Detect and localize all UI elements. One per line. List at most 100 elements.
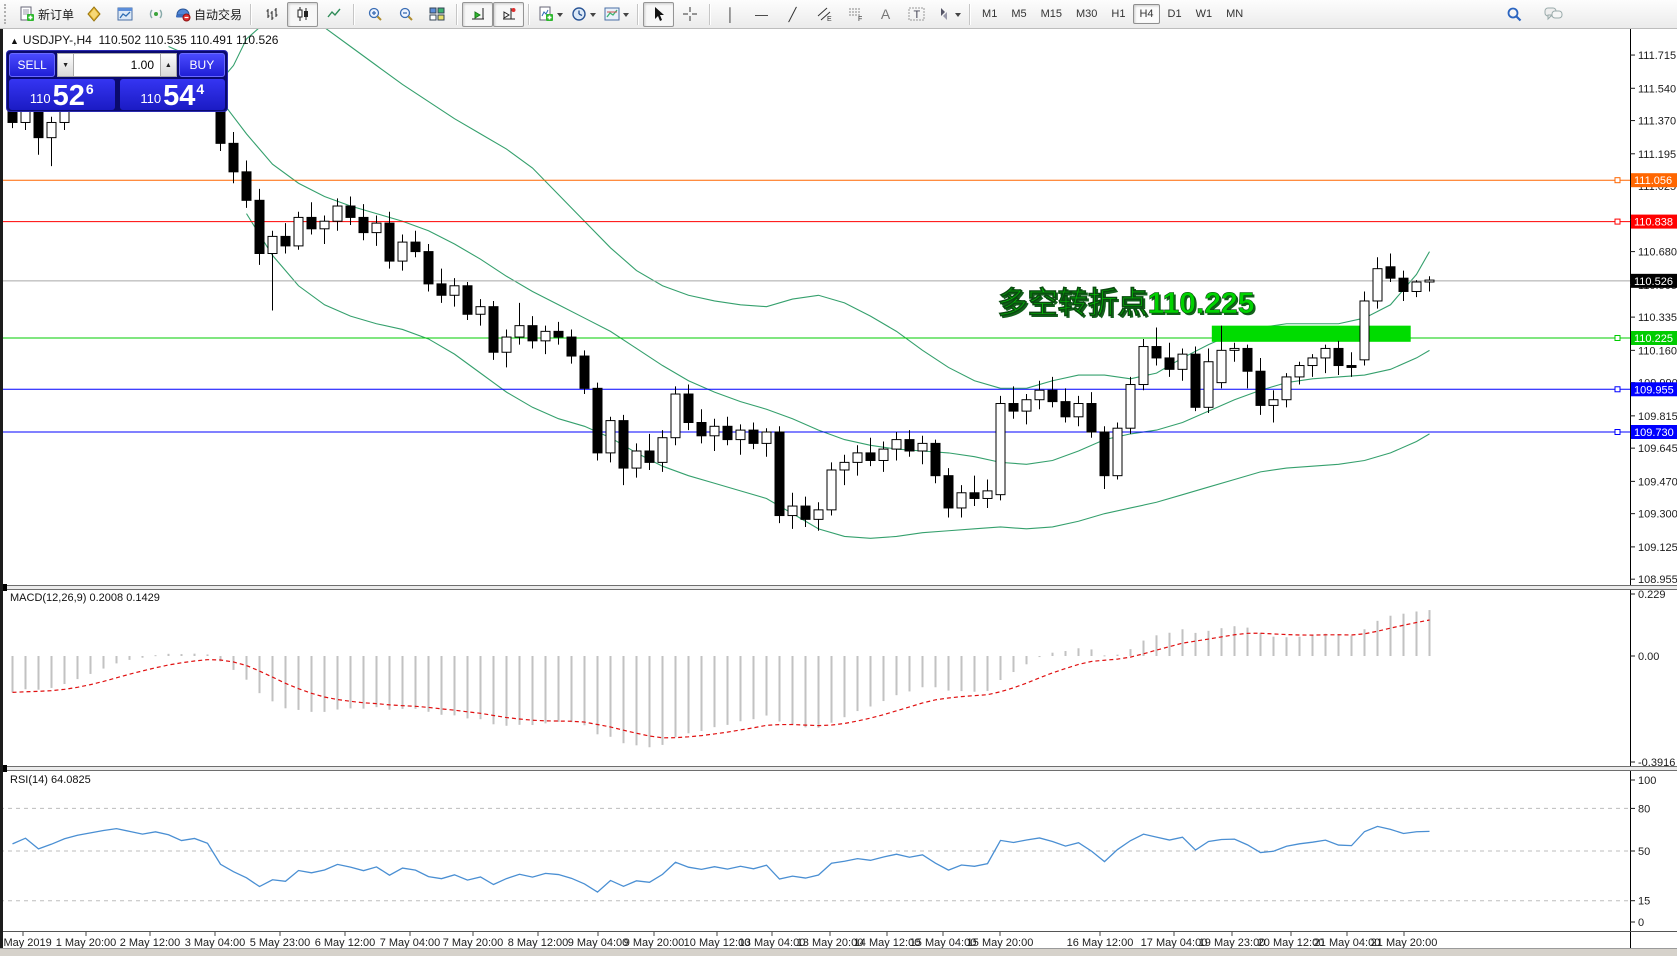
tab-timeframe-h1[interactable]: H1 <box>1111 8 1126 20</box>
arrows-button[interactable] <box>932 2 965 27</box>
candle-body <box>33 108 44 139</box>
tab-timeframe-h4[interactable]: H4 <box>1133 4 1160 24</box>
svg-text:109.470: 109.470 <box>1638 476 1677 488</box>
svg-text:111.056: 111.056 <box>1634 175 1672 187</box>
svg-text:6 May 12:00: 6 May 12:00 <box>315 937 376 948</box>
chat-icon <box>1544 7 1563 21</box>
tab-timeframe-m5[interactable]: M5 <box>1011 8 1027 20</box>
auto-trading-button[interactable]: 自动交易 <box>171 2 246 27</box>
macd-main-value: 0.2008 <box>89 592 124 604</box>
rsi-axis[interactable]: 100 80 50 15 0 <box>1630 775 1656 929</box>
highlight-zone-rect[interactable] <box>1211 325 1411 342</box>
tab-timeframe-w1[interactable]: W1 <box>1195 8 1213 20</box>
periods-button[interactable] <box>567 2 600 27</box>
equidistant-channel-button[interactable]: E <box>808 2 839 27</box>
candle-body <box>501 336 512 353</box>
toolbar-separator <box>969 3 972 25</box>
auto-scroll-button[interactable] <box>462 1 494 27</box>
chat-button[interactable] <box>1538 2 1569 27</box>
svg-text:111.715: 111.715 <box>1638 50 1676 62</box>
tab-timeframe-d1[interactable]: D1 <box>1167 8 1182 20</box>
horizontal-line-icon: — <box>755 6 769 22</box>
time-axis[interactable]: 1 May 2019 1 May 20:00 2 May 12:00 3 May 04… <box>0 932 1437 948</box>
toolbar-grip[interactable] <box>4 4 11 24</box>
chart-ohlc: 110.502 110.535 110.491 110.526 <box>98 33 279 47</box>
tab-timeframe-m30[interactable]: M30 <box>1076 8 1098 20</box>
candle-body <box>696 422 707 437</box>
candle-body <box>813 509 824 520</box>
svg-text:13 May 20:00: 13 May 20:00 <box>797 937 864 948</box>
main-toolbar: 新订单 自动交易 <box>0 0 1677 29</box>
chart-shift-button[interactable] <box>493 1 525 27</box>
volume-increase-button[interactable]: ▲ <box>160 53 177 77</box>
annotation-text[interactable]: 多空转折点110.225 <box>997 287 1255 321</box>
hline-109.955[interactable] <box>0 386 1630 393</box>
hline-109.730[interactable] <box>0 429 1630 436</box>
sell-price-panel[interactable]: 110 52 6 <box>9 79 115 111</box>
trendline-button[interactable]: ╱ <box>777 2 808 27</box>
crosshair-button[interactable] <box>674 2 705 27</box>
buy-button[interactable]: BUY <box>178 53 225 77</box>
candle-body <box>423 251 434 285</box>
zoom-out-button[interactable] <box>390 2 421 27</box>
horizontal-line-button[interactable]: — <box>746 2 777 27</box>
crayon-button[interactable] <box>78 2 109 27</box>
candle-body <box>462 285 473 315</box>
volume-decrease-button[interactable]: ▼ <box>57 53 74 77</box>
tile-windows-button[interactable] <box>421 2 452 27</box>
bar-chart-button[interactable] <box>256 2 287 27</box>
tab-timeframe-m15[interactable]: M15 <box>1040 8 1062 20</box>
toolbar-separator <box>709 3 712 25</box>
candle-body <box>1086 403 1097 433</box>
indicators-button[interactable] <box>534 2 567 27</box>
buy-price-panel[interactable]: 110 54 4 <box>119 79 225 111</box>
candle-body <box>1177 353 1188 370</box>
volume-input[interactable] <box>74 53 160 77</box>
candle-body <box>280 235 291 247</box>
chart-shift-icon <box>502 8 516 20</box>
candle-body <box>995 403 1006 496</box>
hline-111.056[interactable] <box>0 177 1630 184</box>
rsi-levels <box>0 807 1630 902</box>
candle-body <box>735 429 746 441</box>
subwindow-splitter-handle[interactable] <box>0 765 7 772</box>
svg-text:0.229: 0.229 <box>1638 589 1666 601</box>
hline-110.838[interactable] <box>0 218 1630 225</box>
rsi-line <box>12 825 1430 893</box>
candle-body <box>644 450 655 463</box>
tab-timeframe-m1[interactable]: M1 <box>982 8 998 20</box>
macd-axis[interactable]: 0.229 0.00 -0.3916 <box>1630 589 1675 769</box>
svg-text:14 May 12:00: 14 May 12:00 <box>854 937 921 948</box>
cursor-button[interactable] <box>643 1 675 27</box>
candle-body <box>254 199 265 254</box>
vertical-line-button[interactable]: │ <box>715 2 746 27</box>
candle-body <box>917 442 928 452</box>
candle-body <box>709 425 720 437</box>
text-label-button[interactable]: T <box>901 2 932 27</box>
svg-text:111.195: 111.195 <box>1638 149 1676 161</box>
text-button[interactable]: A <box>870 2 901 27</box>
candlestick-chart-button[interactable] <box>287 1 319 27</box>
zoom-in-button[interactable] <box>359 2 390 27</box>
candle-body <box>605 420 616 454</box>
chart-window-button[interactable] <box>109 2 140 27</box>
search-button[interactable] <box>1499 2 1530 27</box>
one-click-collapse-arrow[interactable]: ▲ <box>10 36 19 46</box>
subwindow-splitter-handle[interactable] <box>0 584 7 591</box>
sell-button[interactable]: SELL <box>9 53 56 77</box>
svg-text:-0.3916: -0.3916 <box>1638 757 1675 769</box>
chart-canvas[interactable]: 多空转折点110.225多空转折点110.225111.715111.54011… <box>0 29 1677 948</box>
line-chart-button[interactable] <box>318 2 349 27</box>
text-icon: A <box>880 6 891 22</box>
auto-trading-icon <box>176 8 191 22</box>
candle-body <box>1138 346 1149 386</box>
signal-button[interactable] <box>140 2 171 27</box>
new-order-button[interactable]: 新订单 <box>15 2 78 27</box>
svg-text:17 May 04:00: 17 May 04:00 <box>1141 937 1208 948</box>
periods-dropdown-caret <box>590 12 597 20</box>
fibonacci-button[interactable]: F <box>839 2 870 27</box>
price-axis[interactable]: 111.715111.540111.370111.195111.025110.8… <box>1630 50 1677 586</box>
candle-body <box>1047 389 1058 403</box>
templates-button[interactable] <box>600 2 633 27</box>
tab-timeframe-mn[interactable]: MN <box>1226 8 1244 20</box>
